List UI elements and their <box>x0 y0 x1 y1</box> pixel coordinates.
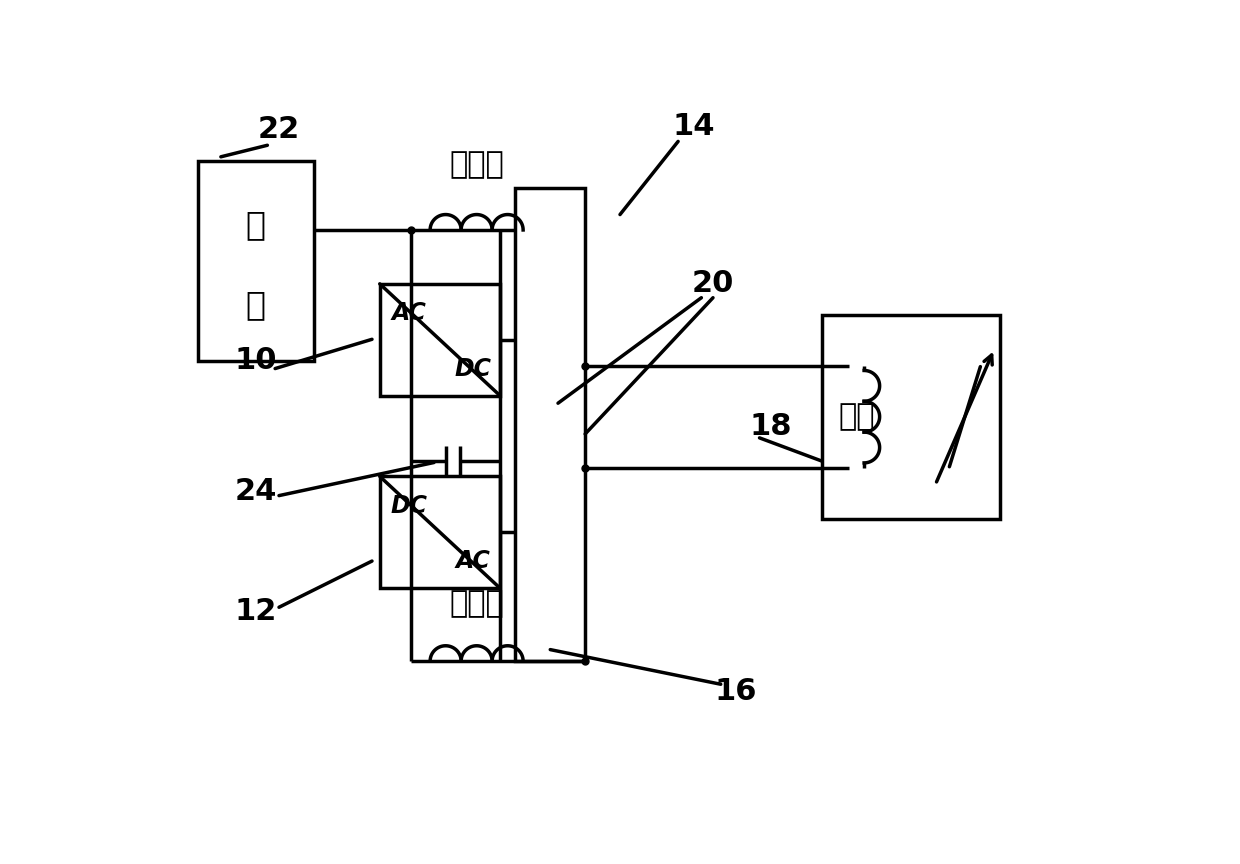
Text: DC: DC <box>391 493 428 518</box>
Text: 外定子: 外定子 <box>449 150 503 179</box>
Text: AC: AC <box>392 302 427 325</box>
Text: 电: 电 <box>246 208 265 241</box>
Text: 22: 22 <box>258 116 300 144</box>
Text: 16: 16 <box>715 677 758 707</box>
Text: 14: 14 <box>672 111 715 141</box>
Text: 内定子: 内定子 <box>449 589 503 618</box>
Text: 12: 12 <box>234 597 277 626</box>
Text: 网: 网 <box>246 289 265 321</box>
Text: 转子: 转子 <box>838 402 874 431</box>
Text: AC: AC <box>455 549 490 573</box>
Text: 10: 10 <box>234 346 277 375</box>
Text: 24: 24 <box>234 477 277 506</box>
Text: 18: 18 <box>750 412 792 441</box>
Text: 20: 20 <box>692 270 734 298</box>
Text: DC: DC <box>454 357 491 380</box>
